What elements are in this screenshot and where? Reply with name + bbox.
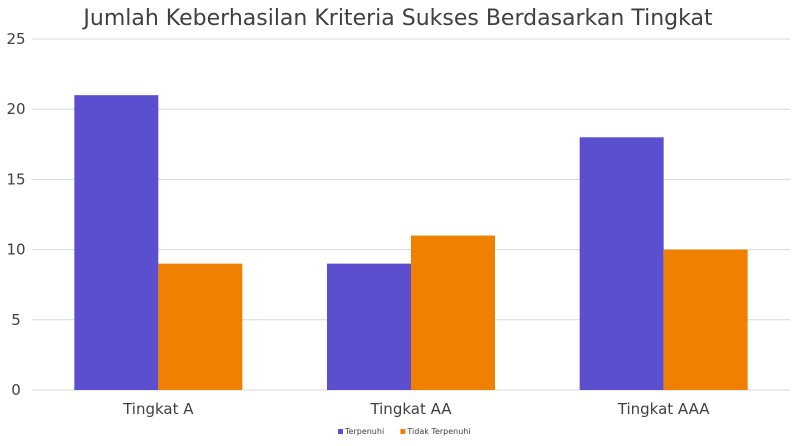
chart-title: Jumlah Keberhasilan Kriteria Sukses Berd… xyxy=(81,6,713,31)
legend-swatch xyxy=(338,429,343,434)
legend: Terpenuhi Tidak Terpenuhi xyxy=(338,427,471,436)
y-tick-label: 10 xyxy=(6,241,25,259)
legend-label: Tidak Terpenuhi xyxy=(406,427,470,436)
x-category-label: Tingkat AA xyxy=(369,400,452,418)
bar-tidak-terpenuhi-1 xyxy=(411,235,495,390)
legend-label: Terpenuhi xyxy=(344,427,384,436)
bar-tidak-terpenuhi-2 xyxy=(663,249,748,390)
x-category-label: Tingkat AAA xyxy=(617,400,711,418)
bar-terpenuhi-0 xyxy=(74,95,159,390)
legend-swatch xyxy=(400,429,406,434)
y-tick-label: 5 xyxy=(11,311,21,329)
x-category-label: Tingkat A xyxy=(122,400,194,418)
bars xyxy=(74,95,748,390)
bar-terpenuhi-1 xyxy=(327,263,411,390)
y-tick-label: 20 xyxy=(6,100,25,118)
bar-terpenuhi-2 xyxy=(579,137,664,390)
x-axis-categories: Tingkat A Tingkat AA Tingkat AAA xyxy=(122,400,710,418)
y-tick-label: 0 xyxy=(11,381,21,399)
bar-tidak-terpenuhi-0 xyxy=(158,263,243,390)
y-axis-ticks: 0 5 10 15 20 25 xyxy=(6,30,25,399)
y-tick-label: 15 xyxy=(6,170,25,188)
y-tick-label: 25 xyxy=(6,30,25,48)
